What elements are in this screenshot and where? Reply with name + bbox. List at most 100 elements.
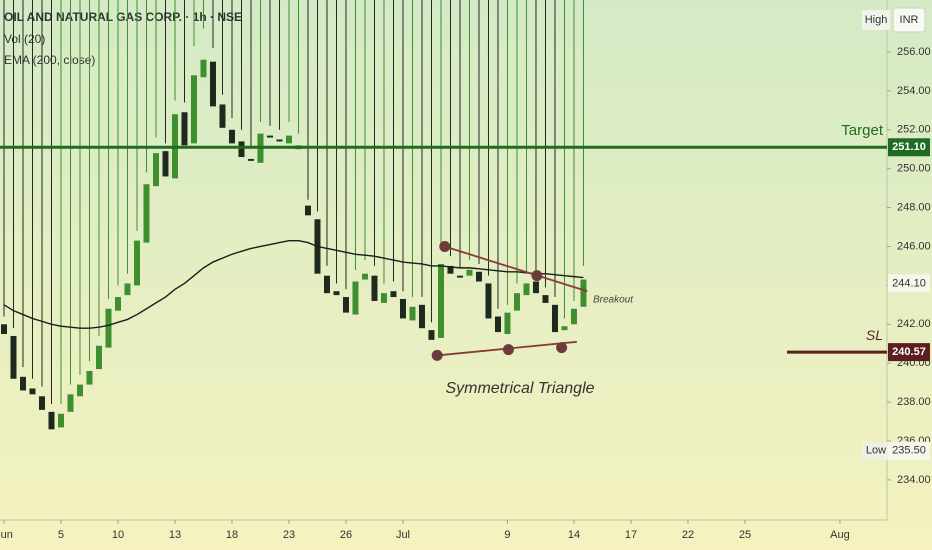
candle-body	[114, 297, 121, 311]
low-badge	[862, 441, 890, 460]
candle-body	[342, 297, 349, 313]
candle-body	[428, 330, 435, 340]
currency-label: INR	[900, 14, 919, 26]
candle-body	[352, 281, 359, 315]
y-tick-label: 252.00	[897, 124, 931, 136]
candle-body	[29, 388, 36, 395]
candle-body	[542, 295, 549, 303]
x-tick-label: Jul	[396, 529, 410, 541]
candle-body	[48, 411, 55, 430]
candle-body	[276, 139, 283, 142]
candle-body	[152, 153, 159, 187]
pivot-point	[502, 344, 514, 356]
breakout-label: Breakout	[593, 295, 634, 306]
candle-body	[580, 279, 587, 307]
candle-body	[76, 384, 83, 397]
y-tick-label: 242.00	[897, 318, 931, 330]
high-badge	[862, 10, 890, 30]
x-tick-label: 14	[568, 529, 580, 541]
x-tick-label: 23	[283, 529, 295, 541]
pivot-point	[431, 349, 443, 361]
pattern-label: Symmetrical Triangle	[445, 380, 594, 397]
candle-body	[361, 273, 368, 280]
candle-body	[285, 135, 292, 144]
candle-body	[209, 61, 216, 107]
low-price-badge	[888, 441, 930, 460]
level-price-badge	[888, 138, 930, 157]
candle-body	[333, 291, 340, 296]
candle-body	[105, 308, 112, 348]
level-price-label: 240.57	[892, 346, 926, 358]
low-name: Low	[866, 445, 886, 457]
candle-body	[238, 141, 245, 157]
x-tick-label: 17	[625, 529, 637, 541]
pivot-point	[531, 270, 543, 282]
candle-body	[494, 316, 501, 333]
y-tick-label: 248.00	[897, 201, 931, 213]
candle-body	[475, 271, 482, 282]
candle-body	[561, 326, 568, 331]
candle-body	[409, 306, 416, 321]
x-tick-label: 13	[169, 529, 181, 541]
candle-body	[19, 376, 26, 391]
y-tick-label: 238.00	[897, 396, 931, 408]
candle-body	[371, 275, 378, 301]
level-price-label: 251.10	[892, 141, 926, 153]
candle-body	[456, 275, 463, 278]
candle-body	[532, 281, 539, 294]
candle-body	[86, 370, 93, 385]
candle-body	[124, 283, 131, 296]
candle-body	[57, 413, 64, 428]
candle-body	[513, 293, 520, 311]
high-label: High	[865, 14, 888, 26]
candle-body	[247, 158, 254, 161]
last-price-label: 244.10	[892, 277, 926, 289]
x-tick-label: 10	[112, 529, 124, 541]
candle-body	[390, 291, 397, 298]
level-name: SL	[866, 327, 883, 343]
candle-body	[228, 129, 235, 144]
candle-body	[200, 59, 207, 78]
indicator-label: EMA (200, close)	[4, 53, 95, 67]
candle-body	[219, 104, 226, 128]
last-price-badge	[888, 274, 930, 293]
indicator-label: Vol (20)	[4, 32, 45, 46]
currency-button[interactable]	[892, 7, 926, 33]
ema-line	[3, 239, 584, 329]
candle-body	[399, 299, 406, 319]
candle-body	[504, 312, 511, 335]
candle-body	[570, 308, 577, 325]
candle-body	[38, 396, 45, 410]
y-tick-label: 250.00	[897, 163, 931, 175]
y-tick-label: 234.00	[897, 474, 931, 486]
triangle-line	[444, 245, 588, 293]
y-tick-label: 256.00	[897, 46, 931, 58]
candle-body	[95, 345, 102, 370]
pivot-point	[439, 240, 451, 252]
candle-body	[190, 75, 197, 144]
candle-body	[466, 269, 473, 276]
candle-body	[266, 135, 273, 138]
candle-body	[0, 324, 7, 335]
level-name: Target	[841, 122, 884, 139]
candle-body	[447, 265, 454, 274]
candle-body	[485, 283, 492, 319]
x-tick-label: Jun	[0, 529, 13, 541]
pivot-point	[556, 342, 568, 354]
y-tick-label: 246.00	[897, 240, 931, 252]
candle-body	[67, 394, 74, 412]
candle-body	[162, 151, 169, 177]
low-price-label: 235.50	[892, 445, 926, 457]
y-tick-label: 254.00	[897, 85, 931, 97]
level-price-badge	[888, 343, 930, 362]
candle-body	[380, 293, 387, 303]
x-tick-label: 9	[504, 529, 510, 541]
x-tick-label: 26	[340, 529, 352, 541]
x-tick-label: 25	[739, 529, 751, 541]
candle-body	[10, 335, 17, 379]
candle-body	[418, 304, 425, 329]
x-tick-label: 18	[226, 529, 238, 541]
